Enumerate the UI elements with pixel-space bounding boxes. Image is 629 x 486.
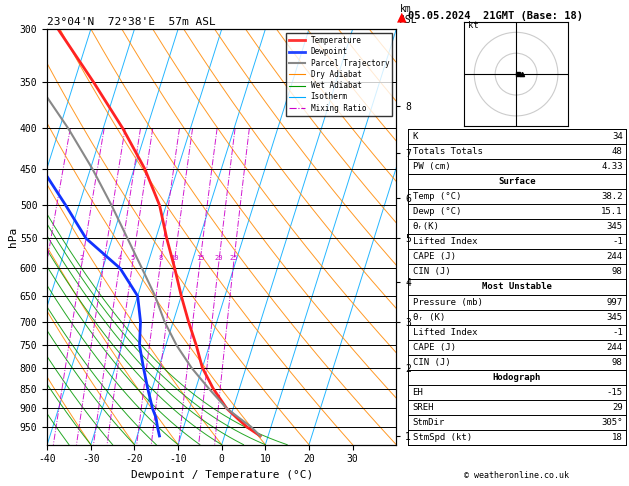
Text: 4: 4 xyxy=(118,255,122,260)
Text: kt: kt xyxy=(468,21,479,30)
Text: K: K xyxy=(413,132,418,141)
Text: EH: EH xyxy=(413,388,423,397)
Text: km
ASL: km ASL xyxy=(400,4,418,25)
Text: 20: 20 xyxy=(214,255,223,260)
Text: 345: 345 xyxy=(606,312,623,322)
Text: CAPE (J): CAPE (J) xyxy=(413,343,455,352)
Text: Lifted Index: Lifted Index xyxy=(413,328,477,337)
Text: Surface: Surface xyxy=(498,177,535,186)
Text: 05.05.2024  21GMT (Base: 18): 05.05.2024 21GMT (Base: 18) xyxy=(408,11,582,21)
Text: 25: 25 xyxy=(230,255,238,260)
Text: -15: -15 xyxy=(606,388,623,397)
Text: θᵣ (K): θᵣ (K) xyxy=(413,312,445,322)
Text: 5: 5 xyxy=(131,255,135,260)
Text: Pressure (mb): Pressure (mb) xyxy=(413,297,482,307)
Text: -1: -1 xyxy=(612,328,623,337)
Y-axis label: hPa: hPa xyxy=(8,227,18,247)
Text: 305°: 305° xyxy=(601,418,623,427)
Text: Hodograph: Hodograph xyxy=(493,373,541,382)
Text: -1: -1 xyxy=(612,237,623,246)
Text: 23°04'N  72°38'E  57m ASL: 23°04'N 72°38'E 57m ASL xyxy=(47,17,216,27)
Text: 15.1: 15.1 xyxy=(601,207,623,216)
Text: θᵣ(K): θᵣ(K) xyxy=(413,222,440,231)
Text: 2: 2 xyxy=(80,255,84,260)
Text: 8: 8 xyxy=(159,255,163,260)
Text: 997: 997 xyxy=(606,297,623,307)
Legend: Temperature, Dewpoint, Parcel Trajectory, Dry Adiabat, Wet Adiabat, Isotherm, Mi: Temperature, Dewpoint, Parcel Trajectory… xyxy=(286,33,392,116)
Text: 3: 3 xyxy=(102,255,106,260)
Text: 98: 98 xyxy=(612,358,623,367)
Text: 10: 10 xyxy=(170,255,179,260)
Text: Lifted Index: Lifted Index xyxy=(413,237,477,246)
Text: 4.33: 4.33 xyxy=(601,162,623,171)
Text: ▲: ▲ xyxy=(396,11,406,23)
X-axis label: Dewpoint / Temperature (°C): Dewpoint / Temperature (°C) xyxy=(131,470,313,480)
Text: 18: 18 xyxy=(612,433,623,442)
Text: 34: 34 xyxy=(612,132,623,141)
Text: SREH: SREH xyxy=(413,403,434,412)
Text: 15: 15 xyxy=(196,255,204,260)
Text: 48: 48 xyxy=(612,147,623,156)
Text: StmDir: StmDir xyxy=(413,418,445,427)
Text: Most Unstable: Most Unstable xyxy=(482,282,552,292)
Text: 29: 29 xyxy=(612,403,623,412)
Text: CIN (J): CIN (J) xyxy=(413,358,450,367)
Text: CIN (J): CIN (J) xyxy=(413,267,450,277)
Text: 98: 98 xyxy=(612,267,623,277)
Text: StmSpd (kt): StmSpd (kt) xyxy=(413,433,472,442)
Text: CAPE (J): CAPE (J) xyxy=(413,252,455,261)
Text: Totals Totals: Totals Totals xyxy=(413,147,482,156)
Text: Dewp (°C): Dewp (°C) xyxy=(413,207,461,216)
Text: 244: 244 xyxy=(606,343,623,352)
Text: PW (cm): PW (cm) xyxy=(413,162,450,171)
Text: Temp (°C): Temp (°C) xyxy=(413,192,461,201)
Text: 345: 345 xyxy=(606,222,623,231)
Text: 244: 244 xyxy=(606,252,623,261)
Text: 38.2: 38.2 xyxy=(601,192,623,201)
Text: © weatheronline.co.uk: © weatheronline.co.uk xyxy=(464,471,569,480)
